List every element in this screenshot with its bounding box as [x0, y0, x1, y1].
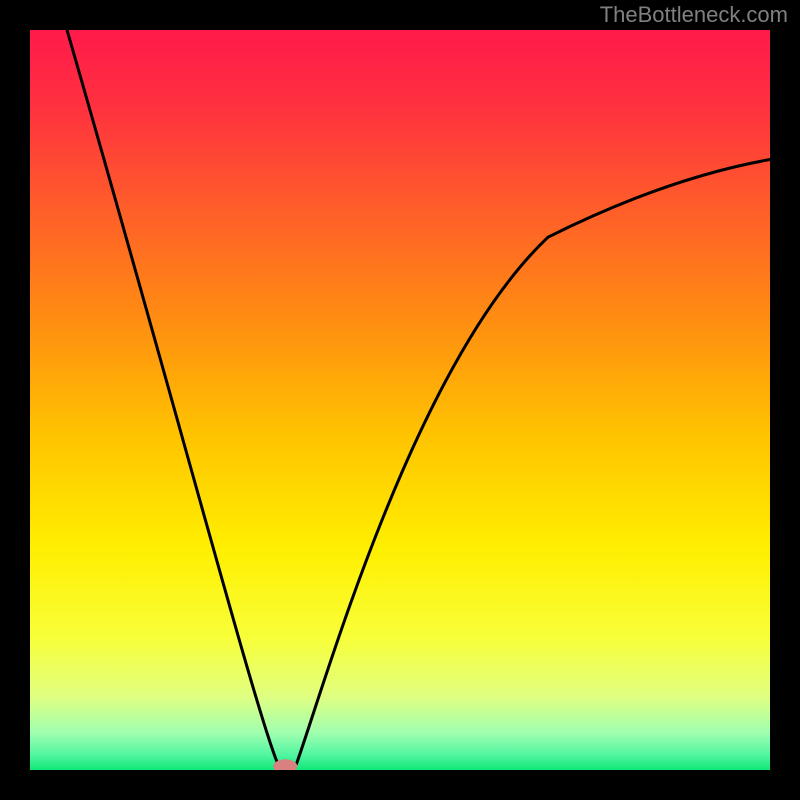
watermark-text: TheBottleneck.com — [600, 2, 788, 28]
chart-plot-area — [30, 30, 770, 770]
chart-background — [30, 30, 770, 770]
page-root: TheBottleneck.com — [0, 0, 800, 800]
chart-svg — [30, 30, 770, 770]
